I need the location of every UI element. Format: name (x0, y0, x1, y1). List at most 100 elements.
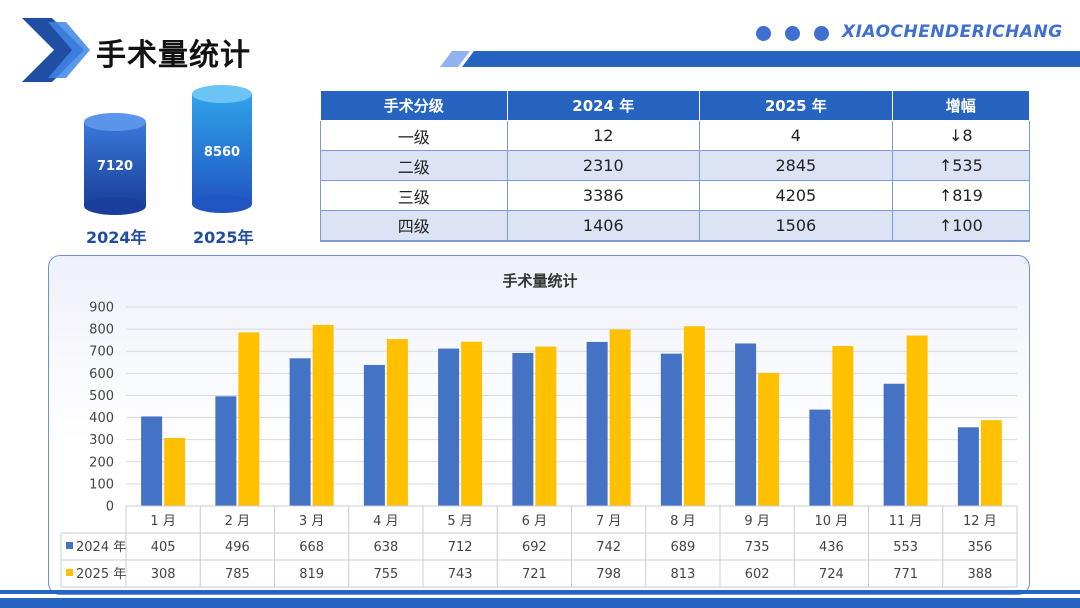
dot-icon (785, 26, 800, 41)
table-row: 四级 1406 1506 ↑100 (320, 210, 1031, 242)
bar (461, 341, 483, 506)
cylinder-2024 (84, 113, 146, 215)
legend-label: 2025 年 (76, 567, 126, 582)
y-tick-label: 0 (106, 500, 114, 515)
bar (758, 372, 780, 506)
y-tick-label: 600 (89, 367, 114, 382)
brand-text: XIAOCHENDERICHANG (842, 22, 1063, 42)
bar (660, 353, 682, 506)
y-tick-label: 200 (89, 455, 114, 470)
dot-icon (756, 26, 771, 41)
table-row: 一级 12 4 ↓8 (320, 120, 1031, 151)
data-label: 436 (819, 540, 844, 555)
bar (164, 437, 186, 506)
x-tick-label: 12 月 (963, 514, 997, 529)
cylinder-2025 (192, 85, 252, 213)
y-tick-label: 500 (89, 389, 114, 404)
data-label: 496 (225, 540, 250, 555)
bar (906, 335, 928, 506)
legend-swatch (66, 542, 73, 549)
table-cell: 4205 (699, 180, 893, 211)
page-title: 手术量统计 (96, 38, 251, 73)
bar (363, 364, 385, 506)
data-label: 771 (893, 567, 918, 582)
data-label: 735 (745, 540, 770, 555)
table-header-row: 手术分级 2024 年 2025 年 增幅 (320, 90, 1031, 121)
bar (832, 345, 854, 506)
data-label: 742 (596, 540, 621, 555)
header-cell: 手术分级 (320, 90, 508, 121)
table-cell: 1506 (699, 210, 893, 242)
cylinder-year-2024: 2024年 (86, 228, 147, 247)
table-cell: 4 (699, 120, 893, 151)
cylinder-value-2025: 8560 (203, 145, 241, 160)
table-cell: 2845 (699, 150, 893, 181)
bar (535, 346, 557, 506)
data-label: 405 (151, 540, 176, 555)
table-row: 三级 3386 4205 ↑819 (320, 180, 1031, 211)
data-label: 721 (522, 567, 547, 582)
bar (238, 332, 260, 506)
x-tick-label: 7 月 (596, 514, 621, 529)
y-tick-label: 800 (89, 323, 114, 338)
x-tick-label: 9 月 (744, 514, 769, 529)
table-cell: 四级 (320, 210, 508, 242)
bar (609, 329, 631, 506)
chart-title: 手术量统计 (502, 272, 577, 290)
table-cell: 2310 (506, 150, 701, 181)
header-cell: 2024 年 (506, 90, 701, 121)
table-cell: 12 (506, 120, 701, 151)
table-cell: ↑535 (891, 150, 1031, 181)
dot-icon (814, 26, 829, 41)
bar (809, 409, 831, 506)
x-tick-label: 10 月 (815, 514, 849, 529)
table-cell: 二级 (320, 150, 508, 181)
data-label: 819 (299, 567, 324, 582)
data-label: 692 (522, 540, 547, 555)
data-label: 308 (151, 567, 176, 582)
cylinder-year-2025: 2025年 (193, 228, 254, 247)
data-label: 785 (225, 567, 250, 582)
y-tick-label: 700 (89, 345, 114, 360)
table-cell: 三级 (320, 180, 508, 211)
x-tick-label: 2 月 (225, 514, 250, 529)
bar (735, 343, 757, 506)
y-tick-label: 400 (89, 411, 114, 426)
table-cell: 一级 (320, 120, 508, 151)
table-cell: ↓8 (891, 120, 1031, 151)
x-tick-label: 1 月 (150, 514, 175, 529)
bar (586, 341, 608, 506)
y-tick-label: 900 (89, 301, 114, 316)
bar (141, 416, 163, 506)
summary-table: 手术分级 2024 年 2025 年 增幅 一级 12 4 ↓8 二级 2310… (320, 90, 1031, 242)
x-tick-label: 5 月 (447, 514, 472, 529)
data-label: 813 (670, 567, 695, 582)
data-label: 724 (819, 567, 844, 582)
x-tick-label: 3 月 (299, 514, 324, 529)
data-label: 712 (448, 540, 473, 555)
header-cell: 增幅 (891, 90, 1031, 121)
data-label: 798 (596, 567, 621, 582)
data-label: 356 (967, 540, 992, 555)
table-cell: ↑819 (891, 180, 1031, 211)
table-row: 二级 2310 2845 ↑535 (320, 150, 1031, 181)
legend-label: 2024 年 (76, 540, 126, 555)
bar (883, 383, 905, 506)
data-label: 553 (893, 540, 918, 555)
bar-chart: 手术量统计 0 100 200 300 400 500 600 700 800 900 1 月 2 月 3… (60, 272, 1018, 588)
data-label: 755 (373, 567, 398, 582)
x-tick-label: 6 月 (522, 514, 547, 529)
bar (312, 324, 334, 506)
data-label: 743 (448, 567, 473, 582)
x-tick-label: 8 月 (670, 514, 695, 529)
header-stripe (440, 51, 1080, 67)
y-tick-label: 100 (89, 477, 114, 492)
data-label: 602 (745, 567, 770, 582)
chart-panel: 手术量统计 0 100 200 300 400 500 600 700 800 900 1 月 2 月 3… (48, 255, 1030, 595)
legend-swatch (66, 569, 73, 576)
bar (289, 358, 311, 506)
x-tick-label: 4 月 (373, 514, 398, 529)
x-tick-label: 11 月 (889, 514, 923, 529)
data-label: 689 (670, 540, 695, 555)
footer-bar (0, 590, 1080, 594)
